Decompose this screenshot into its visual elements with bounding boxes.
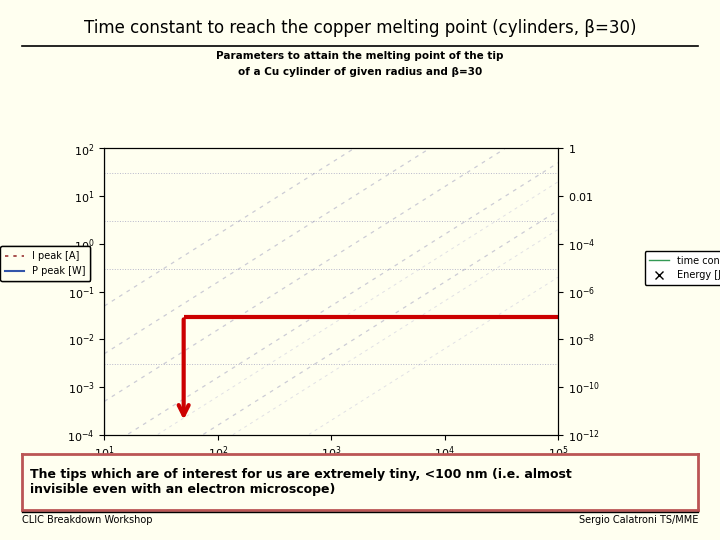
Legend: I peak [A], P peak [W]: I peak [A], P peak [W] xyxy=(0,246,91,281)
Text: The tips which are of interest for us are extremely tiny, <100 nm (i.e. almost
i: The tips which are of interest for us ar… xyxy=(30,468,572,496)
Text: Parameters to attain the melting point of the tip: Parameters to attain the melting point o… xyxy=(216,51,504,62)
Text: Time constant to reach the copper melting point (cylinders, β=30): Time constant to reach the copper meltin… xyxy=(84,19,636,37)
Text: CLIC Breakdown Workshop: CLIC Breakdown Workshop xyxy=(22,515,152,525)
X-axis label: radius [nm]: radius [nm] xyxy=(295,467,367,480)
Text: of a Cu cylinder of given radius and β=30: of a Cu cylinder of given radius and β=3… xyxy=(238,67,482,77)
Text: Sergio Calatroni TS/MME: Sergio Calatroni TS/MME xyxy=(579,515,698,525)
Legend: time constant [sec], Energy [J]: time constant [sec], Energy [J] xyxy=(644,251,720,285)
